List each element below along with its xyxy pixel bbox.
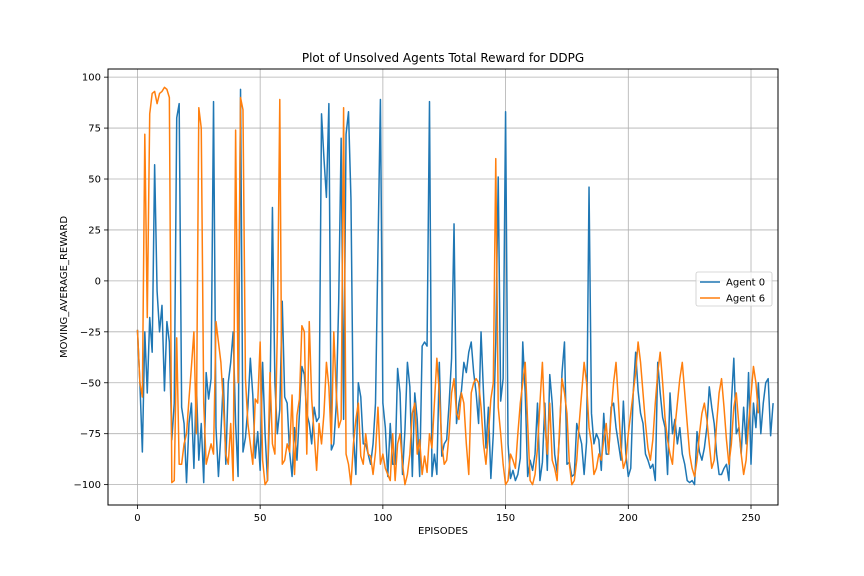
x-tick-label: 100 bbox=[373, 513, 392, 524]
x-tick-label: 0 bbox=[134, 513, 140, 524]
y-tick-label: −75 bbox=[80, 429, 101, 440]
series-lines bbox=[136, 86, 774, 486]
legend-label: Agent 6 bbox=[726, 294, 765, 305]
chart-title: Plot of Unsolved Agents Total Reward for… bbox=[302, 51, 584, 65]
y-tick-label: −100 bbox=[74, 480, 101, 491]
y-tick-label: −25 bbox=[80, 327, 101, 338]
x-tick-label: 50 bbox=[254, 513, 267, 524]
y-tick-label: −50 bbox=[80, 378, 101, 389]
y-tick-label: 100 bbox=[82, 73, 101, 84]
x-axis-label: EPISODES bbox=[418, 526, 468, 537]
grid bbox=[108, 69, 778, 505]
y-axis: −100 −75 −50 −25 0 25 50 75 100 bbox=[74, 73, 108, 491]
x-tick-label: 150 bbox=[496, 513, 515, 524]
legend: Agent 0 Agent 6 bbox=[695, 271, 773, 307]
y-axis-label: MOVING_AVERAGE_REWARD bbox=[59, 216, 70, 358]
x-axis: 0 50 100 150 200 250 bbox=[134, 505, 761, 524]
x-tick-label: 200 bbox=[619, 513, 638, 524]
y-tick-label: 25 bbox=[88, 225, 101, 236]
axes-frame bbox=[107, 68, 779, 506]
y-tick-label: 0 bbox=[95, 276, 101, 287]
series-line-agent-0 bbox=[136, 88, 774, 486]
x-tick-label: 250 bbox=[741, 513, 760, 524]
y-tick-label: 50 bbox=[88, 175, 101, 186]
series-line-agent-6 bbox=[136, 86, 760, 486]
legend-label: Agent 0 bbox=[726, 278, 765, 289]
y-tick-label: 75 bbox=[88, 124, 101, 135]
